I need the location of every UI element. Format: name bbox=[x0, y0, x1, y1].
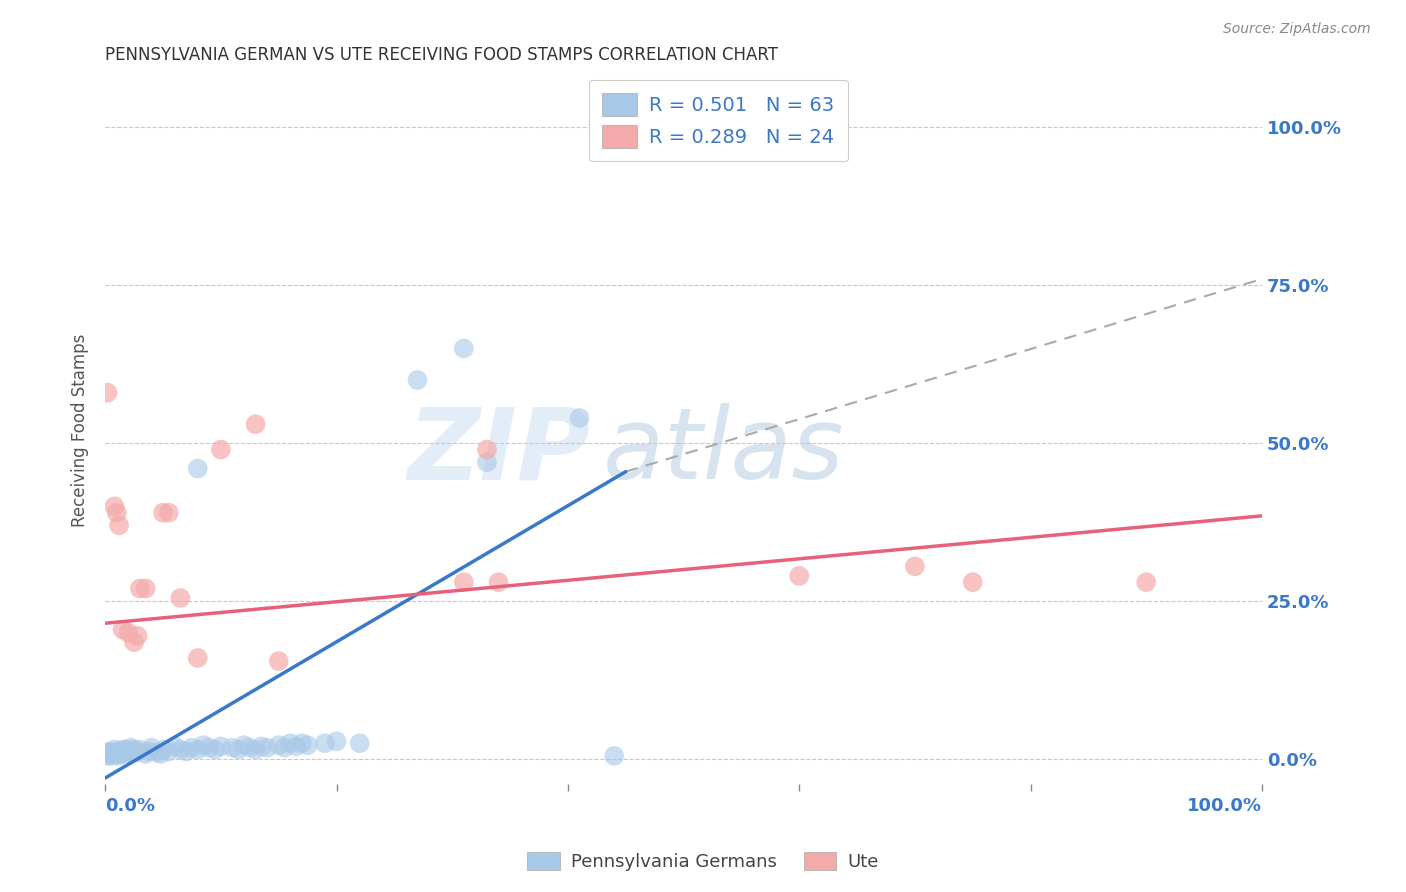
Point bbox=[157, 744, 180, 758]
Point bbox=[152, 506, 174, 520]
Point bbox=[187, 461, 209, 475]
Point bbox=[488, 575, 510, 590]
Point bbox=[127, 744, 149, 758]
Point bbox=[245, 742, 267, 756]
Point bbox=[163, 739, 186, 754]
Point bbox=[122, 635, 145, 649]
Point bbox=[103, 742, 125, 756]
Point bbox=[475, 455, 498, 469]
Point bbox=[96, 385, 118, 400]
Point bbox=[112, 747, 135, 761]
Point bbox=[157, 506, 180, 520]
Point bbox=[193, 738, 215, 752]
Point bbox=[787, 569, 810, 583]
Point bbox=[181, 740, 204, 755]
Point bbox=[325, 734, 347, 748]
Point bbox=[256, 740, 278, 755]
Point bbox=[101, 747, 124, 761]
Point bbox=[110, 744, 132, 758]
Point bbox=[603, 748, 626, 763]
Point bbox=[115, 742, 138, 756]
Point bbox=[103, 746, 125, 760]
Point bbox=[291, 736, 314, 750]
Point bbox=[239, 740, 262, 755]
Point bbox=[169, 742, 191, 756]
Text: Source: ZipAtlas.com: Source: ZipAtlas.com bbox=[1223, 22, 1371, 37]
Point bbox=[146, 746, 169, 760]
Point bbox=[904, 559, 927, 574]
Point bbox=[98, 744, 121, 758]
Point bbox=[453, 342, 475, 356]
Point bbox=[129, 582, 152, 596]
Point bbox=[104, 747, 127, 761]
Point bbox=[141, 740, 163, 755]
Point bbox=[138, 744, 160, 758]
Point bbox=[204, 742, 226, 756]
Point bbox=[453, 575, 475, 590]
Point bbox=[568, 411, 591, 425]
Point bbox=[107, 748, 129, 763]
Point bbox=[187, 651, 209, 665]
Point bbox=[110, 746, 132, 760]
Point bbox=[285, 739, 308, 754]
Point bbox=[111, 623, 134, 637]
Point bbox=[115, 746, 138, 760]
Point bbox=[127, 629, 149, 643]
Point bbox=[187, 742, 209, 756]
Point bbox=[108, 518, 131, 533]
Point bbox=[97, 747, 120, 761]
Point bbox=[129, 742, 152, 756]
Point bbox=[96, 748, 118, 763]
Point bbox=[117, 744, 139, 758]
Y-axis label: Receiving Food Stamps: Receiving Food Stamps bbox=[72, 334, 89, 527]
Point bbox=[349, 736, 371, 750]
Point bbox=[209, 442, 232, 457]
Point bbox=[105, 746, 128, 760]
Point bbox=[233, 738, 256, 752]
Text: 100.0%: 100.0% bbox=[1187, 797, 1263, 815]
Point bbox=[198, 740, 221, 755]
Point bbox=[114, 744, 136, 758]
Text: ZIP: ZIP bbox=[408, 403, 591, 500]
Text: atlas: atlas bbox=[603, 403, 844, 500]
Point bbox=[221, 740, 243, 755]
Point bbox=[267, 738, 290, 752]
Point bbox=[135, 582, 157, 596]
Point bbox=[149, 747, 172, 761]
Legend: Pennsylvania Germans, Ute: Pennsylvania Germans, Ute bbox=[520, 845, 886, 879]
Point bbox=[124, 746, 146, 760]
Point bbox=[117, 625, 139, 640]
Point bbox=[169, 591, 191, 605]
Point bbox=[273, 740, 295, 755]
Point bbox=[209, 739, 232, 754]
Point bbox=[278, 736, 301, 750]
Legend: R = 0.501   N = 63, R = 0.289   N = 24: R = 0.501 N = 63, R = 0.289 N = 24 bbox=[589, 79, 848, 161]
Point bbox=[96, 746, 118, 760]
Point bbox=[226, 742, 249, 756]
Point bbox=[250, 739, 273, 754]
Point bbox=[122, 742, 145, 756]
Point bbox=[297, 738, 319, 752]
Point bbox=[108, 747, 131, 761]
Point bbox=[103, 500, 125, 514]
Point bbox=[962, 575, 984, 590]
Point bbox=[105, 506, 128, 520]
Point bbox=[245, 417, 267, 432]
Point bbox=[267, 654, 290, 668]
Point bbox=[152, 742, 174, 756]
Text: 0.0%: 0.0% bbox=[105, 797, 155, 815]
Point bbox=[1135, 575, 1157, 590]
Point bbox=[314, 736, 336, 750]
Point bbox=[100, 748, 122, 763]
Point bbox=[135, 747, 157, 761]
Point bbox=[475, 442, 498, 457]
Point bbox=[120, 740, 142, 755]
Point bbox=[174, 744, 197, 758]
Point bbox=[406, 373, 429, 387]
Point bbox=[111, 742, 134, 756]
Text: PENNSYLVANIA GERMAN VS UTE RECEIVING FOOD STAMPS CORRELATION CHART: PENNSYLVANIA GERMAN VS UTE RECEIVING FOO… bbox=[105, 46, 778, 64]
